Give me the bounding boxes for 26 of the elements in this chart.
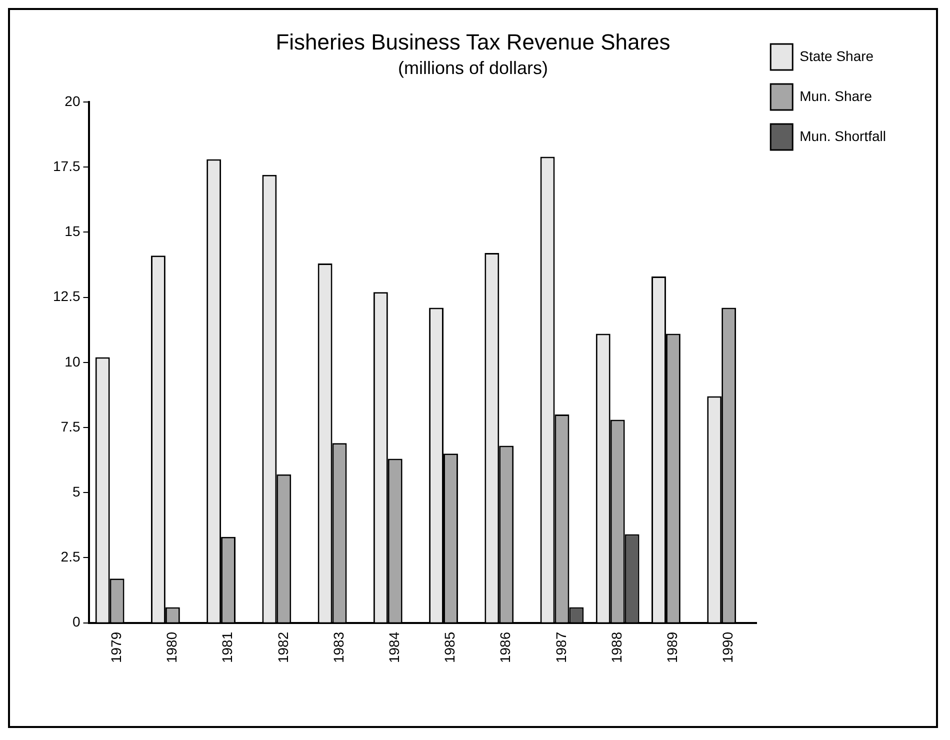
legend-label: Mun. Shortfall [800, 128, 886, 144]
x-tick-label: 1990 [720, 632, 736, 664]
y-tick-label: 10 [64, 353, 80, 370]
legend-label: State Share [800, 48, 874, 64]
y-tick-label: 15 [64, 223, 80, 240]
x-tick-label: 1988 [608, 632, 624, 664]
y-tick-label: 7.5 [60, 418, 80, 434]
y-tick-label: 2.5 [60, 548, 80, 565]
x-tick-label: 1981 [219, 632, 236, 664]
y-tick-label: 5 [72, 484, 80, 500]
chart-subtitle: (millions of dollars) [398, 58, 548, 78]
y-tick-label: 12.5 [53, 288, 80, 304]
y-tick-label: 20 [64, 92, 80, 109]
x-tick-label: 1986 [497, 632, 514, 664]
x-tick-label: 1982 [274, 632, 291, 664]
y-tick-label: 0 [72, 614, 80, 630]
x-tick-label: 1983 [330, 632, 346, 664]
x-tick-label: 1985 [442, 632, 458, 664]
x-tick-label: 1979 [108, 632, 124, 664]
x-tick-label: 1989 [664, 632, 680, 664]
y-tick-label: 17.5 [53, 158, 80, 174]
x-tick-label: 1987 [552, 632, 569, 664]
x-tick-label: 1984 [386, 632, 402, 664]
chart-title: Fisheries Business Tax Revenue Shares [276, 29, 670, 54]
legend-label: Mun. Share [800, 88, 872, 104]
x-tick-label: 1980 [164, 632, 180, 664]
